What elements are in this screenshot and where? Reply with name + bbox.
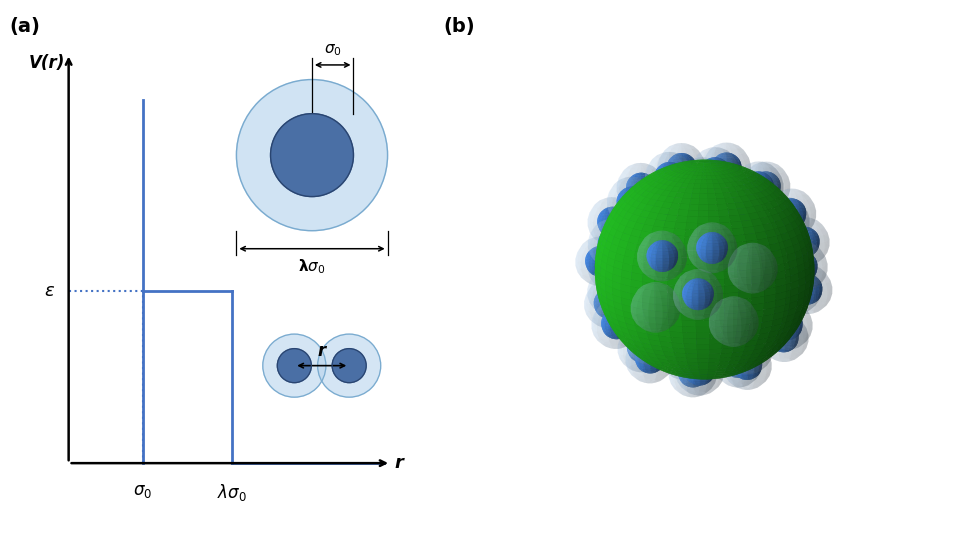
Text: $\boldsymbol{\lambda\sigma_0}$: $\boldsymbol{\lambda\sigma_0}$ xyxy=(298,258,326,276)
Circle shape xyxy=(263,334,326,397)
Circle shape xyxy=(236,80,388,230)
Text: ε: ε xyxy=(44,282,54,300)
Circle shape xyxy=(277,348,311,383)
Circle shape xyxy=(318,334,380,397)
Text: $\lambda\sigma_0$: $\lambda\sigma_0$ xyxy=(216,482,247,503)
Text: $\sigma_0$: $\sigma_0$ xyxy=(134,482,152,500)
Circle shape xyxy=(332,348,367,383)
Text: (b): (b) xyxy=(444,17,475,35)
Circle shape xyxy=(271,114,353,197)
Text: (a): (a) xyxy=(10,17,41,35)
Text: r: r xyxy=(395,454,404,472)
Text: V(r): V(r) xyxy=(28,54,65,71)
Text: r: r xyxy=(318,342,326,360)
Text: $\boldsymbol{\sigma_0}$: $\boldsymbol{\sigma_0}$ xyxy=(324,42,341,58)
